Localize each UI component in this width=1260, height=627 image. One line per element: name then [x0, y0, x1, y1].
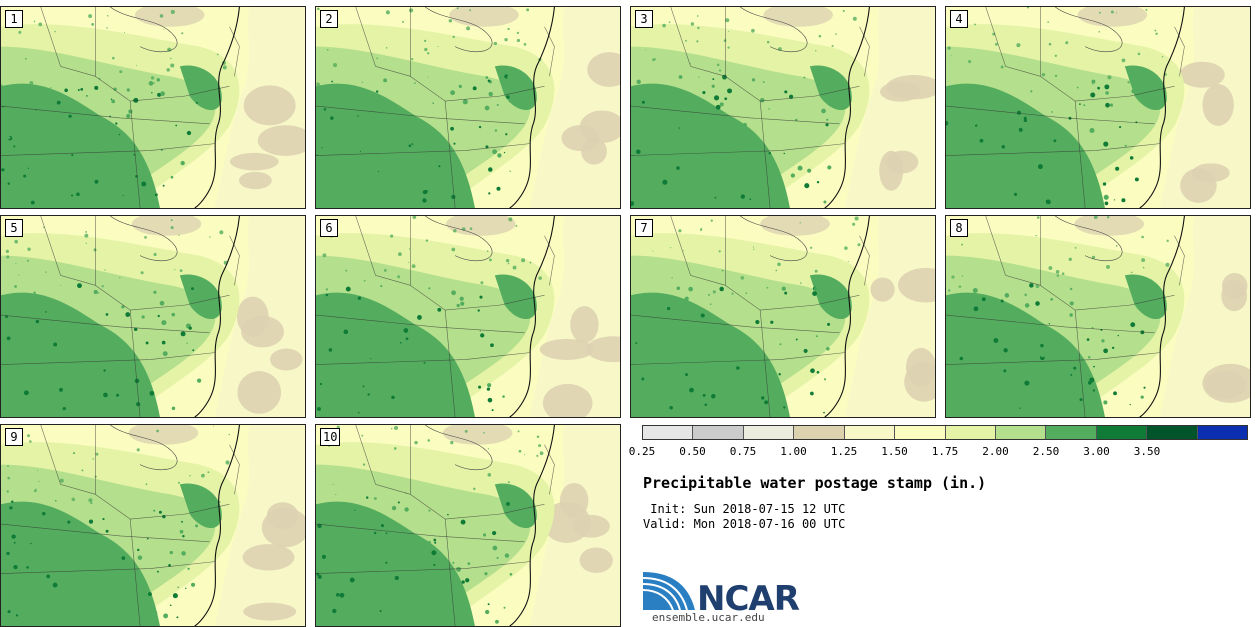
colorbar-swatch — [895, 426, 946, 439]
colorbar-tick-label: 3.50 — [1133, 445, 1161, 458]
colorbar-swatch — [945, 426, 996, 439]
member-label: 3 — [635, 10, 653, 28]
precip-water-map — [316, 425, 620, 626]
colorbar-tick-label: 0.75 — [729, 445, 757, 458]
member-label: 2 — [320, 10, 338, 28]
panel-member-4: 4 — [945, 6, 1251, 209]
member-label: 6 — [320, 219, 338, 237]
precip-water-map — [1, 7, 305, 208]
panel-member-10: 10 — [315, 424, 621, 627]
member-label: 5 — [5, 219, 23, 237]
colorbar-tick-label: 0.50 — [679, 445, 706, 458]
panel-member-2: 2 — [315, 6, 621, 209]
precip-water-map — [946, 7, 1250, 208]
precip-water-map — [316, 216, 620, 417]
colorbar-tick-label: 0.25 — [628, 445, 656, 458]
colorbar-tick-label: 1.50 — [881, 445, 908, 458]
panel-member-3: 3 — [630, 6, 936, 209]
member-label: 9 — [5, 428, 23, 446]
member-label: 4 — [950, 10, 968, 28]
panel-member-5: 5 — [0, 215, 306, 418]
member-label: 10 — [320, 428, 341, 446]
colorbar-swatch — [995, 426, 1047, 439]
colorbar-swatch — [643, 426, 694, 439]
chart-title: Precipitable water postage stamp (in.) — [643, 474, 987, 492]
member-label: 1 — [5, 10, 23, 28]
colorbar-tick-label: 3.00 — [1083, 445, 1110, 458]
colorbar — [642, 425, 1248, 440]
panel-member-1: 1 — [0, 6, 306, 209]
panel-member-7: 7 — [630, 215, 936, 418]
colorbar-swatch — [1197, 426, 1248, 439]
colorbar-tick-label: 1.75 — [931, 445, 959, 458]
colorbar-swatch — [1096, 426, 1148, 439]
colorbar-tick-label: 1.25 — [830, 445, 858, 458]
colorbar-ticks: 0.25 0.50 0.75 1.00 1.25 1.50 1.75 2.00 2.50 3.00… — [629, 445, 1248, 459]
precip-water-map — [946, 216, 1250, 417]
precip-water-map — [631, 7, 935, 208]
colorbar-swatch — [1147, 426, 1198, 439]
init-time: Init: Sun 2018-07-15 12 UTC — [643, 502, 846, 516]
colorbar-tick-label: 1.00 — [780, 445, 807, 458]
colorbar-swatch — [844, 426, 896, 439]
colorbar-tick-label: 2.50 — [1032, 445, 1060, 458]
precip-water-map — [1, 216, 305, 417]
precip-water-map — [631, 216, 935, 417]
panel-member-9: 9 — [0, 424, 306, 627]
colorbar-swatch — [743, 426, 795, 439]
panel-member-8: 8 — [945, 215, 1251, 418]
member-label: 7 — [635, 219, 653, 237]
logo-wordmark: NCAR — [697, 579, 800, 619]
colorbar-tick-label: 2.00 — [982, 445, 1009, 458]
logo-url[interactable]: ensemble.ucar.edu — [652, 611, 765, 624]
colorbar-swatch — [693, 426, 744, 439]
colorbar-swatch — [794, 426, 845, 439]
panel-member-6: 6 — [315, 215, 621, 418]
member-label: 8 — [950, 219, 968, 237]
ncar-logo-icon — [643, 572, 695, 611]
precip-water-map — [316, 7, 620, 208]
valid-time: Valid: Mon 2018-07-16 00 UTC — [643, 517, 846, 531]
colorbar-swatch — [1046, 426, 1097, 439]
precip-water-map — [1, 425, 305, 626]
